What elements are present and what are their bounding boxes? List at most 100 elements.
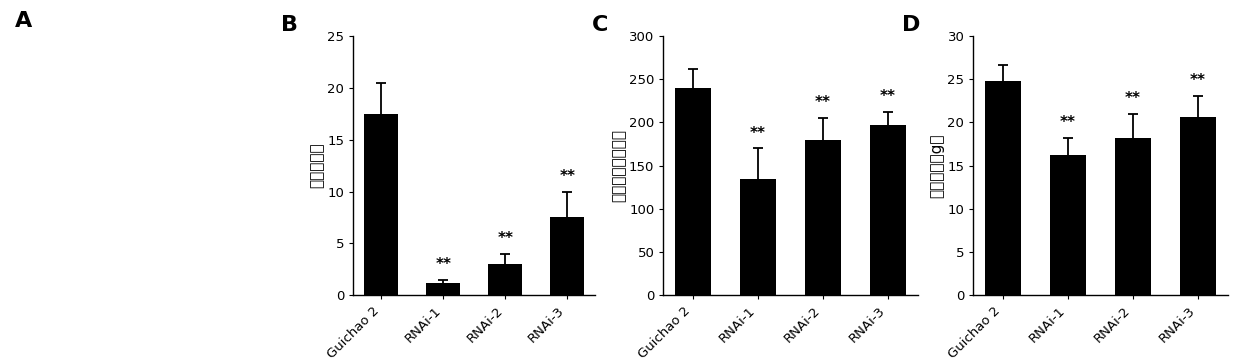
Point (252, 106, 272, 112)
Point (67, 257, 87, 263)
Point (38, 196, 58, 202)
Point (107, 130, 126, 135)
Point (237, 81, 257, 87)
Point (196, 178, 216, 184)
Point (50, 212, 69, 217)
Point (212, 153, 232, 159)
Point (61, 282, 81, 287)
Point (248, 109, 268, 115)
Text: **: ** (880, 89, 897, 104)
Point (181, 152, 201, 157)
Point (32, 223, 52, 229)
Point (237, 232, 257, 238)
Point (35, 154, 55, 160)
Point (41, 91, 61, 97)
Text: A: A (15, 11, 32, 31)
Point (238, 211, 258, 217)
Point (42, 163, 62, 169)
Point (191, 187, 211, 193)
Point (57, 133, 77, 139)
Point (205, 186, 224, 192)
Point (46, 151, 66, 157)
Point (131, 78, 151, 84)
Point (197, 159, 217, 165)
Point (257, 224, 277, 229)
Point (186, 165, 206, 170)
Point (223, 164, 243, 170)
Point (109, 224, 129, 229)
Point (22, 290, 42, 296)
Point (66, 127, 86, 132)
Point (51, 105, 71, 111)
Point (133, 169, 153, 175)
Point (184, 175, 203, 181)
Point (181, 181, 201, 187)
Point (216, 168, 236, 174)
Text: C: C (593, 15, 609, 35)
Point (218, 174, 238, 180)
Point (110, 106, 130, 112)
Text: Guichao 2: Guichao 2 (51, 305, 114, 318)
Point (197, 142, 217, 148)
Point (72, 139, 92, 145)
Point (37, 77, 57, 82)
Point (219, 121, 239, 126)
Point (55, 240, 74, 246)
Point (71, 107, 91, 113)
Point (100, 118, 120, 123)
Point (218, 123, 238, 129)
Point (185, 194, 205, 200)
Point (263, 137, 283, 143)
Point (74, 181, 94, 187)
Point (170, 119, 190, 125)
Point (234, 173, 254, 179)
Point (40, 169, 60, 175)
Point (179, 114, 198, 120)
Point (56, 114, 76, 120)
Text: **: ** (1060, 115, 1076, 130)
Point (93, 279, 113, 285)
Bar (489, 264, 522, 295)
Point (259, 187, 279, 193)
Point (172, 260, 192, 265)
Point (191, 148, 211, 153)
Point (52, 94, 72, 100)
Point (103, 210, 123, 216)
Point (113, 218, 133, 224)
Point (264, 156, 284, 161)
Point (243, 138, 263, 144)
Point (38, 168, 58, 174)
Point (202, 123, 222, 129)
Point (53, 64, 73, 70)
Point (234, 235, 254, 241)
Point (128, 155, 148, 161)
Point (219, 201, 239, 207)
Point (218, 125, 238, 130)
Point (103, 112, 123, 117)
Point (26, 119, 46, 125)
Point (179, 147, 198, 153)
Point (193, 221, 213, 226)
Point (66, 76, 86, 81)
Point (130, 265, 150, 271)
Point (117, 255, 136, 261)
Point (272, 226, 291, 232)
Point (30, 216, 50, 221)
Point (82, 148, 102, 154)
Point (210, 149, 229, 154)
Point (73, 153, 93, 158)
Point (107, 217, 126, 222)
Point (179, 95, 198, 101)
Point (66, 125, 86, 131)
Point (170, 166, 190, 171)
Point (233, 194, 253, 200)
Point (57, 105, 77, 111)
Point (172, 173, 192, 179)
Point (227, 237, 247, 243)
Point (73, 170, 93, 176)
Point (29, 243, 48, 249)
Point (68, 161, 88, 166)
Point (258, 222, 278, 228)
Point (47, 227, 67, 233)
Point (52, 102, 72, 108)
